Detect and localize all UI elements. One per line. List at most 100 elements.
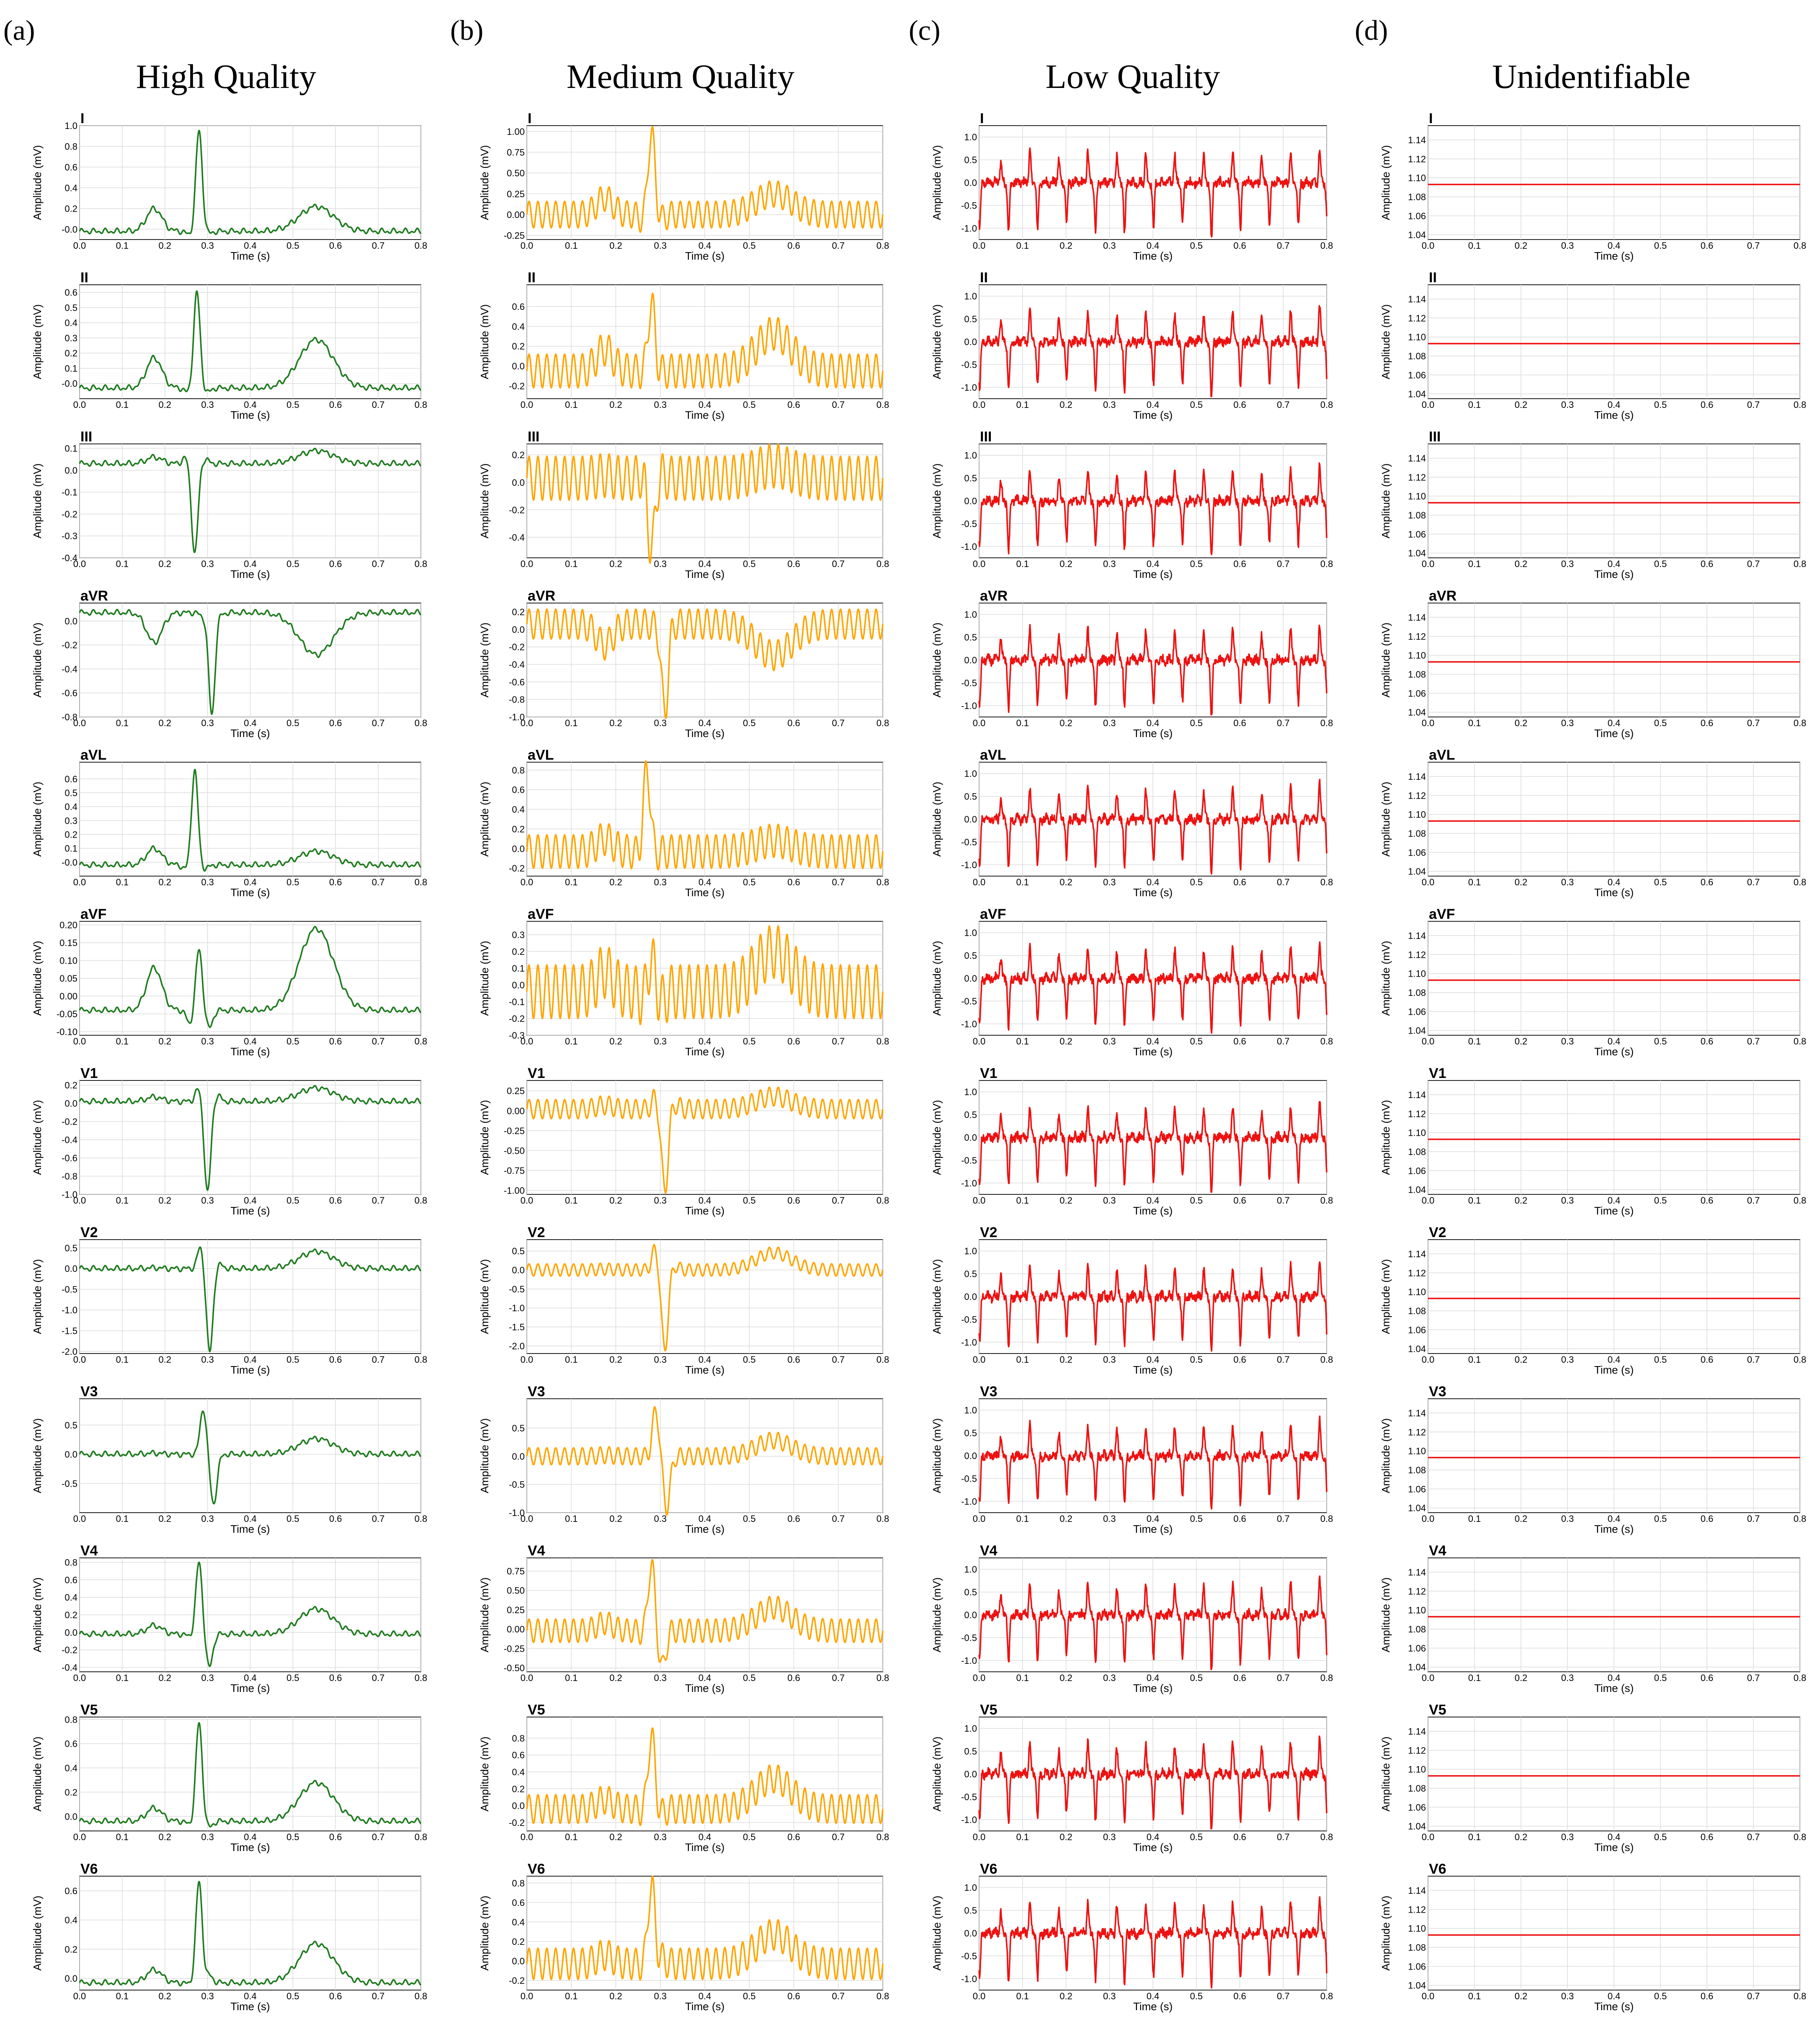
x-tick-label: 0.2 [1515, 1832, 1528, 1842]
x-tick-label: 0.8 [1794, 1195, 1807, 1206]
x-tick-label: 0.7 [1747, 1036, 1760, 1047]
x-tick-label: 0.4 [699, 400, 712, 410]
y-axis-label: Amplitude (mV) [478, 463, 491, 538]
y-tick-label: 0.1 [64, 363, 77, 374]
x-tick-label: 0.1 [116, 1195, 129, 1206]
y-tick-label: 0.0 [512, 1451, 525, 1462]
x-tick-label: 0.7 [372, 400, 385, 410]
x-axis-label: Time (s) [1594, 2000, 1634, 2013]
y-tick-label: 1.04 [1408, 866, 1426, 877]
x-tick-label: 0.1 [565, 400, 578, 410]
y-tick-label: 0.1 [64, 843, 77, 854]
x-axis-label: Time (s) [1133, 727, 1173, 740]
x-tick-label: 0.6 [329, 1832, 342, 1842]
x-tick-label: 0.6 [1233, 1991, 1246, 2001]
lead-label: II [528, 270, 536, 286]
x-tick-label: 0.7 [832, 1036, 845, 1047]
x-tick-label: 0.0 [1422, 1832, 1435, 1842]
y-tick-label: 1.04 [1408, 1026, 1426, 1036]
y-tick-label: -0.8 [509, 694, 525, 705]
x-tick-label: 0.6 [787, 400, 800, 410]
ecg-trace [978, 1896, 1328, 1989]
y-tick-label: 1.08 [1408, 1465, 1426, 1475]
y-tick-label: -1.0 [961, 701, 977, 711]
y-tick-label: 1.04 [1408, 1503, 1426, 1513]
x-tick-label: 0.6 [1233, 1832, 1246, 1842]
y-tick-label: 1.08 [1408, 351, 1426, 361]
x-tick-label: 0.1 [1468, 1832, 1481, 1842]
x-tick-label: 0.8 [415, 1832, 428, 1842]
ecg-trace [526, 608, 884, 719]
x-tick-label: 0.0 [73, 877, 86, 887]
x-tick-label: 0.0 [1422, 718, 1435, 728]
x-tick-label: 0.4 [244, 1673, 257, 1683]
y-tick-label: 0.25 [507, 1086, 525, 1096]
x-tick-label: 0.3 [1103, 718, 1116, 728]
x-tick-label: 0.6 [329, 1354, 342, 1365]
x-tick-label: 0.8 [1320, 400, 1333, 410]
ecg-trace [79, 608, 422, 715]
y-axis-label: Amplitude (mV) [931, 1895, 943, 1970]
y-tick-label: 1.10 [1408, 650, 1426, 661]
y-tick-label: 1.10 [1408, 969, 1426, 979]
y-tick-label: 0.5 [64, 1243, 77, 1253]
x-tick-label: 0.2 [1060, 877, 1072, 887]
y-tick-label: 1.0 [964, 928, 977, 938]
ecg-panel-unidentifiable-v5: 0.0 0.1 0.2 0.3 0.4 0.5 0.6 0.7 0.8 1.04 1.06 1.08 1… [1379, 1702, 1806, 1854]
x-tick-label: 0.8 [876, 240, 889, 251]
x-tick-label: 0.3 [654, 1036, 667, 1047]
x-tick-label: 0.4 [699, 1832, 712, 1842]
ecg-trace [526, 1559, 884, 1663]
x-tick-label: 0.4 [1608, 400, 1621, 410]
y-axis-label: Amplitude (mV) [931, 1736, 943, 1811]
ecg-panel-unidentifiable-avl: 0.0 0.1 0.2 0.3 0.4 0.5 0.6 0.7 0.8 1.04 1.06 1.08 1… [1379, 747, 1806, 899]
x-tick-label: 0.3 [201, 1036, 214, 1047]
x-tick-label: 0.6 [1701, 1513, 1714, 1524]
x-tick-label: 0.8 [876, 1513, 889, 1524]
x-tick-label: 0.8 [1794, 1832, 1807, 1842]
x-tick-label: 0.5 [286, 1832, 299, 1842]
x-tick-label: 0.6 [1233, 1036, 1246, 1047]
x-tick-label: 0.0 [521, 240, 534, 251]
x-tick-label: 0.2 [1060, 1195, 1072, 1206]
x-tick-label: 0.2 [609, 1513, 622, 1524]
ecg-trace [526, 292, 884, 389]
x-tick-label: 0.3 [201, 559, 214, 569]
x-tick-label: 0.6 [329, 1036, 342, 1047]
y-tick-label: 0.2 [512, 1936, 525, 1947]
x-axis-label: Time (s) [685, 2000, 724, 2013]
y-axis-label: Amplitude (mV) [31, 781, 44, 856]
y-tick-label: -1.0 [961, 860, 977, 870]
y-tick-label: 1.12 [1408, 313, 1426, 323]
lead-label: aVL [980, 747, 1006, 763]
x-tick-label: 0.5 [1654, 1673, 1667, 1683]
lead-label: V3 [980, 1384, 998, 1400]
x-axis-label: Time (s) [1133, 1204, 1173, 1217]
x-tick-label: 0.7 [1277, 400, 1290, 410]
y-tick-label: 0.0 [964, 1769, 977, 1779]
y-tick-label: 1.0 [964, 1405, 977, 1416]
y-axis-label: Amplitude (mV) [1379, 1418, 1392, 1493]
y-tick-label: -0.5 [961, 1473, 977, 1484]
x-tick-label: 0.5 [286, 1354, 299, 1365]
lead-label: V1 [80, 1065, 98, 1081]
y-tick-label: 1.14 [1408, 135, 1426, 145]
y-tick-label: 1.14 [1408, 453, 1426, 464]
x-axis-label: Time (s) [685, 1045, 724, 1058]
y-tick-label: -0.5 [961, 518, 977, 529]
y-tick-label: 0.0 [964, 655, 977, 665]
y-tick-label: 0.0 [64, 616, 77, 627]
x-tick-label: 0.8 [415, 240, 428, 251]
x-axis-label: Time (s) [1594, 1045, 1634, 1058]
ecg-panel-low-quality-v1: 0.0 0.1 0.2 0.3 0.4 0.5 0.6 0.7 0.8 -1.0 -0.5 0.0 0.… [931, 1065, 1333, 1217]
x-tick-label: 0.6 [1701, 240, 1714, 251]
x-tick-label: 0.6 [1701, 1832, 1714, 1842]
x-tick-label: 0.7 [832, 1673, 845, 1683]
ecg-trace [978, 941, 1328, 1034]
x-tick-label: 0.7 [372, 718, 385, 728]
y-tick-label: 1.04 [1408, 230, 1426, 240]
x-tick-label: 0.1 [1468, 400, 1481, 410]
x-tick-label: 0.4 [1147, 1195, 1160, 1206]
x-tick-label: 0.0 [521, 1195, 534, 1206]
y-axis-label: Amplitude (mV) [1379, 1577, 1392, 1652]
